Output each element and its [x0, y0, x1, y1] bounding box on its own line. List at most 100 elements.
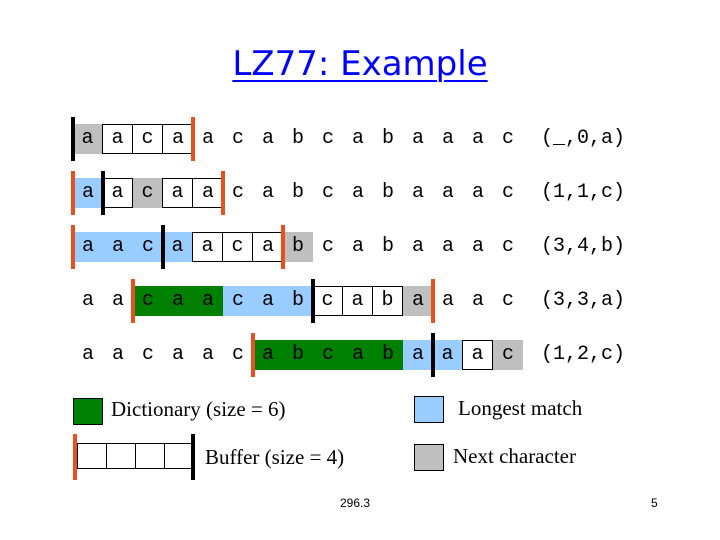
sequence-cell: a: [343, 340, 373, 370]
sequence-cell: c: [313, 340, 343, 370]
buffer-swatch-cells: [77, 443, 193, 469]
sequence-cell: a: [411, 235, 424, 258]
sequence-cell: a: [351, 181, 364, 204]
sequence-cell: a: [163, 286, 193, 316]
buffer-start-marker-sample: [191, 434, 195, 480]
sequence-cell: c: [231, 127, 244, 150]
sequence-cell: c: [313, 286, 343, 316]
buffer-start-marker: [431, 333, 435, 377]
sequence-cell: a: [103, 232, 133, 262]
output-triple: (3,3,a): [541, 289, 626, 312]
sequence-cell: a: [193, 232, 223, 262]
window-start-marker: [71, 225, 75, 269]
next-character-legend-label: Next character: [453, 444, 576, 468]
buffer-legend-label: Buffer (size = 4): [205, 445, 345, 469]
sequence-cell: c: [133, 124, 163, 154]
sequence-cell: b: [373, 340, 403, 370]
sequence-cell: a: [403, 340, 433, 370]
sequence-cell: a: [471, 235, 484, 258]
buffer-frame: [313, 286, 433, 316]
sequence-cell: c: [501, 181, 514, 204]
sequence-cell: a: [193, 286, 223, 316]
sequence-cell: b: [291, 127, 304, 150]
window-start-marker-sample: [73, 434, 77, 480]
sequence-cell: a: [441, 289, 454, 312]
output-triple: (3,4,b): [541, 235, 626, 258]
sequence-cell: c: [223, 286, 253, 316]
sequence-cell: a: [351, 235, 364, 258]
sequence-cell: c: [321, 181, 334, 204]
sequence-cell: a: [471, 181, 484, 204]
window-start-marker: [251, 333, 255, 377]
window-end-marker: [281, 225, 285, 269]
sequence-cell: b: [381, 181, 394, 204]
sequence-cell: a: [403, 286, 433, 316]
buffer-start-marker: [161, 225, 165, 269]
sequence-cell: a: [73, 232, 103, 262]
longest-match-swatch: [414, 396, 444, 423]
sequence-cell: b: [381, 235, 394, 258]
sequence-cell: a: [73, 178, 103, 208]
longest-match-legend-label: Longest match: [458, 396, 583, 420]
sequence-cell: a: [73, 124, 103, 154]
sequence-cell: a: [441, 181, 454, 204]
buffer-frame: [103, 178, 223, 208]
buffer-frame: [433, 340, 523, 370]
sequence-cell: a: [253, 286, 283, 316]
sequence-cell: b: [283, 340, 313, 370]
sequence-cell: a: [411, 181, 424, 204]
sequence-cell: a: [163, 232, 193, 262]
sequence-cell: a: [111, 289, 124, 312]
sequence-cell: a: [171, 343, 184, 366]
sequence-cell: c: [231, 181, 244, 204]
sequence-cell: a: [351, 127, 364, 150]
footer-label: 296.3: [340, 496, 371, 510]
sequence-cell: c: [231, 343, 244, 366]
sequence-cell: c: [321, 127, 334, 150]
sequence-cell: c: [141, 343, 154, 366]
sequence-cell: a: [171, 127, 184, 150]
sequence-cell: a: [441, 127, 454, 150]
sequence-cell: c: [133, 232, 163, 262]
sequence-cell: a: [111, 343, 124, 366]
sequence-cell: a: [433, 340, 463, 370]
next-character-swatch: [414, 444, 444, 471]
sequence-cell: c: [493, 340, 523, 370]
sequence-cell: b: [283, 232, 313, 262]
sequence-cell: c: [223, 232, 253, 262]
sequence-cell: a: [463, 340, 493, 370]
sequence-cell: a: [441, 235, 454, 258]
window-end-marker: [431, 279, 435, 323]
sequence-cell: a: [201, 181, 214, 204]
sequence-cell: a: [471, 127, 484, 150]
sequence-cell: a: [261, 235, 274, 258]
buffer-frame: [163, 232, 283, 262]
sequence-cell: b: [283, 286, 313, 316]
sequence-cell: b: [291, 181, 304, 204]
buffer-start-marker: [311, 279, 315, 323]
sequence-cell: c: [501, 235, 514, 258]
sequence-cell: a: [411, 127, 424, 150]
sequence-cell: b: [373, 286, 403, 316]
sequence-cell: a: [103, 178, 133, 208]
sequence-cell: a: [201, 343, 214, 366]
sequence-cell: a: [201, 127, 214, 150]
sequence-cell: a: [343, 286, 373, 316]
sequence-cell: c: [501, 127, 514, 150]
buffer-start-marker: [71, 117, 75, 161]
sequence-cell: c: [133, 286, 163, 316]
sequence-cell: a: [103, 124, 133, 154]
output-triple: (1,2,c): [541, 343, 626, 366]
sequence-cell: c: [501, 289, 514, 312]
window-start-marker: [71, 171, 75, 215]
sequence-cell: a: [261, 127, 274, 150]
dictionary-legend-label: Dictionary (size = 6): [111, 397, 286, 421]
output-triple: (_,0,a): [541, 127, 626, 150]
sequence-cell: b: [381, 127, 394, 150]
sequence-cell: a: [253, 340, 283, 370]
